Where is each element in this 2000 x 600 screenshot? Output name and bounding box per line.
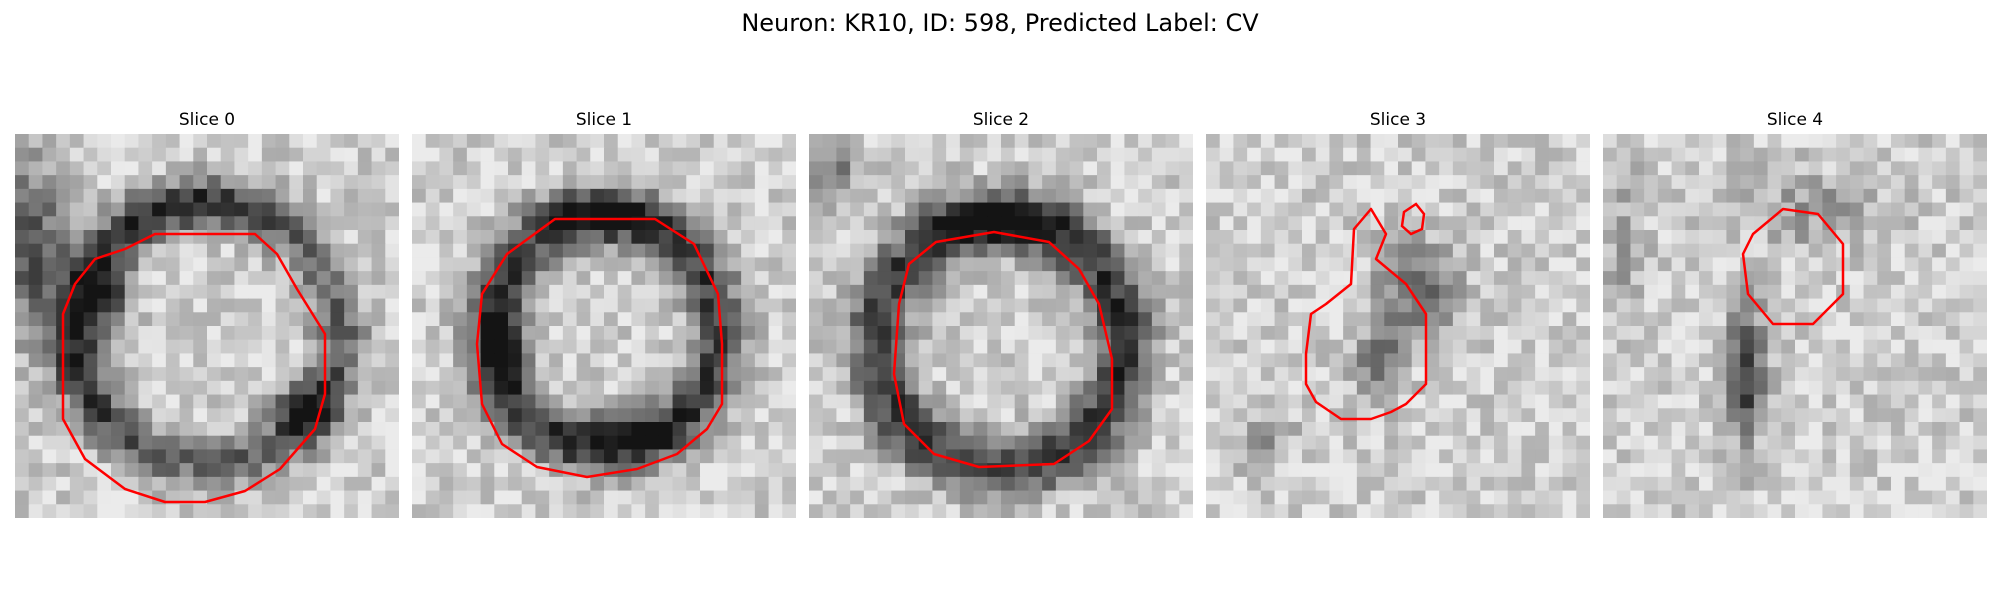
slice-title-1: Slice 1 xyxy=(575,110,633,130)
roi-contour-3-small xyxy=(1400,202,1426,236)
slice-image-3 xyxy=(1206,134,1590,518)
slice-image-1 xyxy=(412,134,796,518)
roi-contour-3 xyxy=(1304,207,1428,421)
slice-title-3: Slice 3 xyxy=(1369,110,1427,130)
slice-title-4: Slice 4 xyxy=(1766,110,1824,130)
slice-svg-4 xyxy=(1603,134,1987,518)
slice-pixels-4 xyxy=(1603,134,1987,518)
slice-pixels-2 xyxy=(809,134,1193,518)
slice-svg-2 xyxy=(809,134,1193,518)
slice-pixels-3 xyxy=(1206,134,1590,518)
roi-contour-2 xyxy=(892,230,1114,469)
slice-svg-1 xyxy=(412,134,796,518)
roi-contour-1 xyxy=(475,217,724,479)
roi-contour-4 xyxy=(1741,207,1845,326)
roi-contour-0 xyxy=(61,232,327,504)
slice-pixels-1 xyxy=(412,134,796,518)
slice-svg-0 xyxy=(15,134,399,518)
slice-title-0: Slice 0 xyxy=(178,110,236,130)
slice-panel-3: Slice 3 xyxy=(1206,108,1590,518)
slice-panel-1: Slice 1 xyxy=(412,108,796,518)
slice-image-4 xyxy=(1603,134,1987,518)
slice-svg-3 xyxy=(1206,134,1590,518)
slice-pixels-0 xyxy=(15,134,399,518)
slice-panel-4: Slice 4 xyxy=(1603,108,1987,518)
slice-title-2: Slice 2 xyxy=(972,110,1030,130)
slice-image-2 xyxy=(809,134,1193,518)
slice-image-0 xyxy=(15,134,399,518)
figure-title: Neuron: KR10, ID: 598, Predicted Label: … xyxy=(741,9,1259,37)
slice-panel-0: Slice 0 xyxy=(15,108,399,518)
slice-panel-2: Slice 2 xyxy=(809,108,1193,518)
